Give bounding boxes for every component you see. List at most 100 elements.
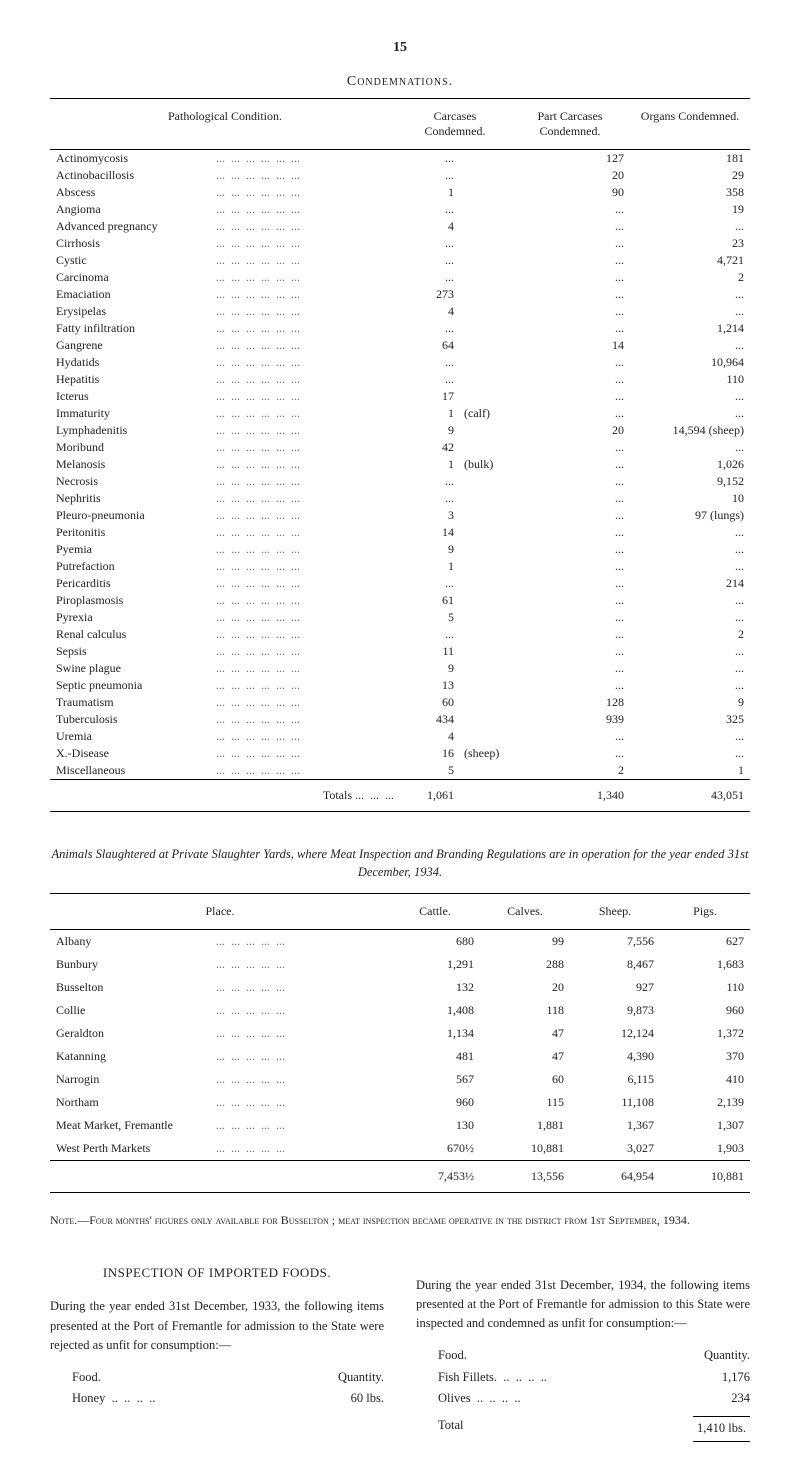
table-row: Emaciation... ... ... ... ... ...273....… xyxy=(50,286,750,303)
table-row: Katanning... ... ... ... ...481474,39037… xyxy=(50,1045,750,1068)
carcases-annot xyxy=(460,388,510,405)
right-headers: Food. Quantity. xyxy=(416,1346,750,1365)
carcases-annot xyxy=(460,524,510,541)
carcases-annot xyxy=(460,643,510,660)
condition-name: Piroplasmosis xyxy=(50,592,210,609)
organs-value: ... xyxy=(630,728,750,745)
calves-value: 115 xyxy=(480,1091,570,1114)
part-value: ... xyxy=(510,235,630,252)
table-row: Pyrexia... ... ... ... ... ...5...... xyxy=(50,609,750,626)
leader-dots: ... ... ... ... ... ... xyxy=(210,626,400,643)
table-row: Piroplasmosis... ... ... ... ... ...61..… xyxy=(50,592,750,609)
organs-value: 19 xyxy=(630,201,750,218)
carcases-value: ... xyxy=(400,167,460,184)
table-row: Actinomycosis... ... ... ... ... ......1… xyxy=(50,150,750,168)
table-row: Sepsis... ... ... ... ... ...11...... xyxy=(50,643,750,660)
totals-pigs: 10,881 xyxy=(660,1161,750,1193)
part-value: ... xyxy=(510,575,630,592)
pigs-value: 627 xyxy=(660,930,750,954)
organs-value: 9 xyxy=(630,694,750,711)
col-condition: Pathological Condition. xyxy=(50,99,400,150)
item-qty: 60 lbs. xyxy=(351,1389,384,1408)
condition-name: Cirrhosis xyxy=(50,235,210,252)
place-name: Geraldton xyxy=(50,1022,210,1045)
part-value: 128 xyxy=(510,694,630,711)
carcases-value: 64 xyxy=(400,337,460,354)
place-name: West Perth Markets xyxy=(50,1137,210,1161)
condition-name: Carcinoma xyxy=(50,269,210,286)
organs-value: ... xyxy=(630,388,750,405)
carcases-value: ... xyxy=(400,235,460,252)
page-number: 15 xyxy=(50,40,750,56)
organs-value: ... xyxy=(630,303,750,320)
organs-value: ... xyxy=(630,558,750,575)
organs-value: ... xyxy=(630,745,750,762)
carcases-annot xyxy=(460,728,510,745)
part-value: ... xyxy=(510,371,630,388)
carcases-annot xyxy=(460,320,510,337)
condition-name: Angioma xyxy=(50,201,210,218)
carcases-value: 11 xyxy=(400,643,460,660)
carcases-annot xyxy=(460,337,510,354)
carcases-value: 14 xyxy=(400,524,460,541)
condition-name: Sepsis xyxy=(50,643,210,660)
table-row: X.-Disease... ... ... ... ... ...16(shee… xyxy=(50,745,750,762)
two-column-section: INSPECTION OF IMPORTED FOODS. During the… xyxy=(50,1263,750,1442)
place-name: Narrogin xyxy=(50,1068,210,1091)
condition-name: Icterus xyxy=(50,388,210,405)
leader-dots: ... ... ... ... ... ... xyxy=(210,422,400,439)
col-place: Place. xyxy=(50,894,390,930)
sheep-value: 7,556 xyxy=(570,930,660,954)
condition-name: Necrosis xyxy=(50,473,210,490)
carcases-value: ... xyxy=(400,150,460,168)
table-row: Pericarditis... ... ... ... ... ........… xyxy=(50,575,750,592)
carcases-value: 5 xyxy=(400,762,460,780)
part-value: ... xyxy=(510,218,630,235)
part-value: ... xyxy=(510,405,630,422)
condition-name: Nephritis xyxy=(50,490,210,507)
leader-dots: ... ... ... ... ... ... xyxy=(210,184,400,201)
table-row: Immaturity... ... ... ... ... ...1(calf)… xyxy=(50,405,750,422)
part-value: 20 xyxy=(510,422,630,439)
part-value: ... xyxy=(510,609,630,626)
condition-name: Renal calculus xyxy=(50,626,210,643)
place-name: Meat Market, Fremantle xyxy=(50,1114,210,1137)
part-value: ... xyxy=(510,558,630,575)
leader-dots: ... ... ... ... ... ... xyxy=(210,354,400,371)
carcases-value: ... xyxy=(400,626,460,643)
organs-value: 325 xyxy=(630,711,750,728)
organs-value: ... xyxy=(630,218,750,235)
item-qty: 1,176 xyxy=(722,1368,750,1387)
leader-dots: ... ... ... ... ... ... xyxy=(210,677,400,694)
condition-name: Abscess xyxy=(50,184,210,201)
sheep-value: 9,873 xyxy=(570,999,660,1022)
leader-dots: ... ... ... ... ... ... xyxy=(210,320,400,337)
table-row: Cystic... ... ... ... ... .........4,721 xyxy=(50,252,750,269)
food-header: Food. xyxy=(72,1368,101,1387)
carcases-annot xyxy=(460,762,510,780)
condition-name: Cystic xyxy=(50,252,210,269)
cattle-value: 1,291 xyxy=(390,953,480,976)
part-value: ... xyxy=(510,626,630,643)
carcases-annot xyxy=(460,660,510,677)
organs-value: ... xyxy=(630,677,750,694)
carcases-annot xyxy=(460,201,510,218)
part-value: ... xyxy=(510,201,630,218)
totals-label: Totals ... ... ... xyxy=(210,780,400,812)
condition-name: Erysipelas xyxy=(50,303,210,320)
table-row: Septic pneumonia... ... ... ... ... ...1… xyxy=(50,677,750,694)
totals-cattle: 7,453½ xyxy=(390,1161,480,1193)
place-name: Katanning xyxy=(50,1045,210,1068)
leader-dots: ... ... ... ... ... ... xyxy=(210,728,400,745)
organs-value: ... xyxy=(630,541,750,558)
table-row: Advanced pregnancy... ... ... ... ... ..… xyxy=(50,218,750,235)
part-value: ... xyxy=(510,592,630,609)
organs-value: 1,214 xyxy=(630,320,750,337)
col-carcases: Carcases Condemned. xyxy=(400,99,510,150)
table-row: Carcinoma... ... ... ... ... .........2 xyxy=(50,269,750,286)
organs-value: 97 (lungs) xyxy=(630,507,750,524)
totals-part: 1,340 xyxy=(510,780,630,812)
leader-dots: ... ... ... ... ... ... xyxy=(210,286,400,303)
leader-dots: ... ... ... ... ... ... xyxy=(210,456,400,473)
organs-value: ... xyxy=(630,592,750,609)
